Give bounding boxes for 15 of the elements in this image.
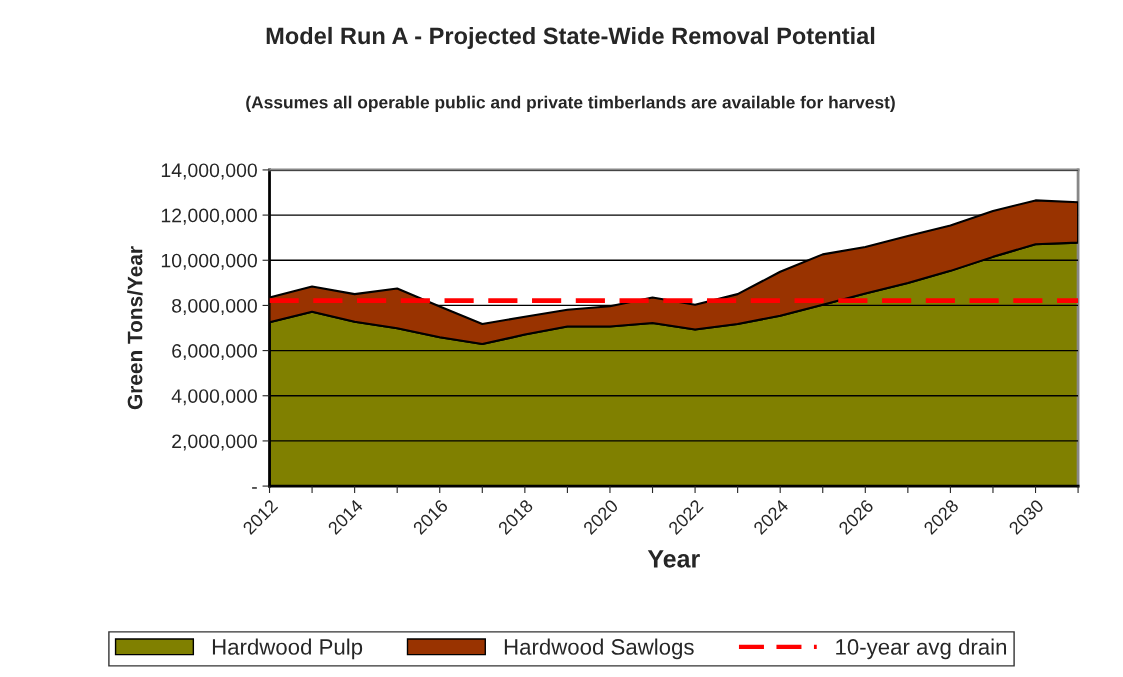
- y-tick-label: 14,000,000: [161, 163, 257, 180]
- legend-label: Hardwood Sawlogs: [504, 638, 694, 660]
- y-tick-label: 8,000,000: [172, 298, 257, 315]
- y-tick-label: 2,000,000: [172, 434, 257, 451]
- legend-label: 10-year avg drain: [836, 638, 1006, 660]
- y-tick-label: 12,000,000: [161, 208, 257, 225]
- legend-label: Hardwood Pulp: [212, 638, 363, 660]
- y-tick-label: 4,000,000: [171, 389, 257, 406]
- y-tick-label: 10,000,000: [161, 253, 257, 270]
- chart-subtitle: (Assumes all operable public and private timberlands are available for harvest): [246, 95, 895, 112]
- x-axis-title: Year: [647, 550, 700, 568]
- y-tick-label: 6,000,000: [172, 344, 257, 361]
- y-tick-label: -: [252, 487, 257, 489]
- y-axis-title: Green Tons/Year: [127, 246, 143, 410]
- chart-title: Model Run A - Projected State-Wide Removal Potential: [266, 26, 875, 49]
